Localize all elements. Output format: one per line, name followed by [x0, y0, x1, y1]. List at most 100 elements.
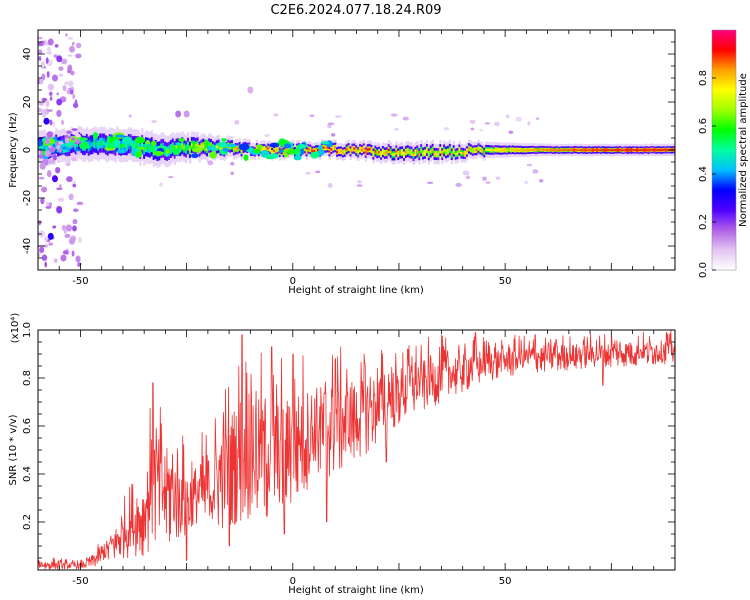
spectrogram-cell: [122, 143, 125, 148]
spectrogram-blob: [38, 220, 42, 226]
spectrogram-blob: [390, 113, 398, 117]
spectrogram-blob: [72, 219, 78, 225]
spectrogram-blob: [68, 193, 74, 201]
spectrogram-blob: [211, 145, 217, 152]
spectrogram-cell: [418, 152, 421, 156]
spectrogram-blob: [47, 38, 54, 46]
spectrogram-blob: [59, 184, 62, 188]
spectrogram-blob: [72, 184, 77, 188]
spectrogram-blob: [77, 137, 88, 141]
spectrogram-cell: [571, 149, 574, 152]
spectrogram-cell: [175, 145, 178, 150]
spectrogram-cell: [553, 149, 557, 152]
spectrogram-cell: [374, 150, 377, 153]
spectrogram-x-tick-label: -50: [72, 276, 88, 287]
spectrogram-cell: [588, 148, 591, 151]
spectrogram-cell: [557, 149, 561, 152]
spectrogram-blob: [247, 86, 254, 94]
colorbar-gradient: [712, 30, 736, 270]
spectrogram-blob: [524, 180, 528, 185]
snr-x-tick-label: 50: [499, 576, 512, 587]
spectrogram-cell: [488, 148, 492, 152]
snr-y-multiplier: (x10⁴): [10, 313, 21, 344]
spectrogram-blob: [508, 130, 514, 134]
spectrogram-blob: [46, 131, 54, 139]
colorbar-tick-label: 0.6: [698, 118, 709, 134]
spectrogram-cell: [574, 148, 578, 151]
spectrogram-blob: [70, 70, 75, 76]
spectrogram-blob: [92, 132, 99, 140]
spectrogram-cell: [313, 149, 316, 152]
spectrogram-cell: [93, 140, 96, 146]
spectrogram-cell: [355, 149, 358, 152]
spectrogram-cell: [578, 148, 582, 152]
spectrogram-cell: [357, 151, 360, 154]
spectrogram-cell: [401, 151, 404, 154]
spectrogram-blob: [465, 175, 471, 180]
spectrogram-cell: [525, 149, 528, 152]
spectrogram-cell: [550, 148, 553, 151]
colorbar-frame: [711, 29, 737, 271]
spectrogram-cell: [466, 150, 469, 153]
spectrogram-cell: [328, 150, 331, 153]
spectrogram-cell: [651, 148, 654, 151]
spectrogram-blob: [44, 261, 48, 268]
spectrogram-cell: [506, 149, 509, 152]
spectrogram-blob: [149, 146, 156, 153]
spectrogram-blob: [321, 141, 329, 145]
spectrogram-blob: [73, 208, 79, 213]
spectrogram-cell: [576, 149, 580, 152]
spectrogram-cell: [469, 148, 473, 151]
spectrogram-cell: [120, 144, 123, 149]
spectrogram-cell: [141, 142, 144, 147]
spectrogram-cell: [408, 150, 412, 154]
spectrogram-blob: [515, 116, 522, 122]
spectrogram-cell: [450, 153, 454, 156]
spectrogram-cell: [406, 149, 410, 153]
spectrogram-cell: [448, 148, 452, 151]
spectrogram-blob: [330, 133, 336, 137]
spectrogram-blob: [45, 137, 50, 145]
spectrogram-blob: [56, 98, 63, 106]
spectrogram-blob: [60, 58, 68, 65]
spectrogram-blob: [78, 236, 82, 244]
spectrogram-cell: [546, 148, 549, 151]
spectrogram-blob: [256, 144, 264, 149]
spectrogram-cell: [534, 149, 538, 152]
spectrogram-blob: [191, 147, 203, 153]
spectrogram-cell: [385, 151, 389, 155]
spectrogram-blob: [38, 102, 44, 106]
spectrogram-cell: [456, 152, 459, 155]
spectrogram-cell: [143, 147, 146, 152]
spectrogram-cell: [531, 148, 534, 151]
spectrogram-cell: [339, 150, 343, 153]
spectrogram-cell: [609, 149, 612, 152]
spectrogram-blob: [230, 171, 234, 176]
spectrogram-heatmap: [38, 33, 675, 268]
spectrogram-cell: [192, 143, 196, 147]
spectrogram-cell: [353, 147, 356, 150]
spectrogram-cell: [38, 144, 41, 149]
spectrogram-cell: [653, 148, 656, 152]
spectrogram-blob: [46, 169, 52, 178]
spectrogram-blob: [48, 154, 54, 157]
spectrogram-cell: [183, 146, 186, 150]
spectrogram-cell: [422, 152, 425, 155]
spectrogram-cell: [618, 148, 622, 151]
spectrogram-blob: [48, 202, 53, 207]
spectrogram-cell: [166, 149, 169, 154]
spectrogram-blob: [402, 116, 409, 121]
spectrogram-cell: [127, 141, 131, 146]
spectrogram-cell: [101, 140, 104, 146]
spectrogram-blob: [278, 138, 286, 146]
spectrogram-cell: [131, 143, 134, 148]
spectrogram-cell: [236, 147, 240, 150]
spectrogram-cell: [662, 148, 666, 151]
spectrogram-blob: [150, 140, 157, 146]
spectrogram-cell: [169, 147, 173, 152]
spectrogram-blob: [479, 128, 484, 132]
spectrogram-cell: [563, 149, 566, 152]
spectrogram-cell: [420, 148, 423, 152]
spectrogram-cell: [630, 149, 633, 152]
spectrogram-cell: [559, 149, 563, 152]
